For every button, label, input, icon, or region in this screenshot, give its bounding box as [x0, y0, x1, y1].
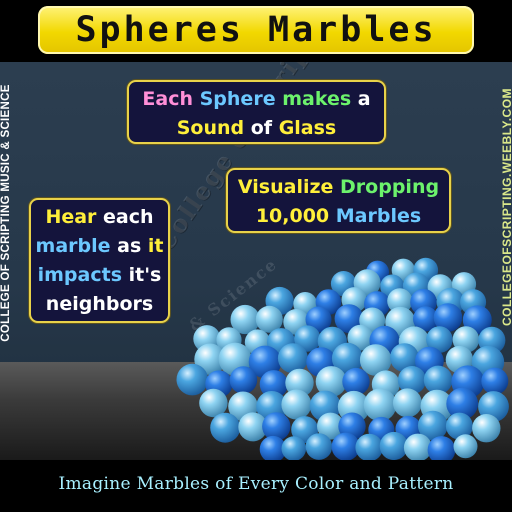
marble	[481, 367, 509, 395]
marble	[446, 387, 479, 420]
info-word: Glass	[278, 117, 337, 139]
info-word: of	[250, 117, 279, 139]
marble	[355, 433, 384, 462]
marble	[331, 432, 360, 461]
info-word: Hear	[45, 206, 104, 228]
info-word: Marbles	[335, 205, 422, 227]
caption-bar: Imagine Marbles of Every Color and Patte…	[0, 460, 512, 512]
side-label-left: COLLEGE OF SCRIPTING MUSIC & SCIENCE	[0, 84, 12, 342]
marble	[342, 367, 370, 396]
marble	[305, 306, 332, 333]
marble	[259, 435, 287, 463]
marble	[390, 343, 419, 372]
info-word: Dropping	[340, 176, 440, 198]
marble	[423, 365, 453, 395]
marble	[315, 366, 347, 398]
info-word: Visualize	[237, 176, 341, 198]
info-word: Each	[142, 88, 200, 110]
marble	[277, 343, 308, 374]
marble	[387, 288, 413, 314]
info-box-dropping: Visualize Dropping 10,000 Marbles	[226, 168, 451, 233]
marble	[413, 306, 439, 332]
marble	[347, 324, 374, 351]
marble	[359, 344, 392, 376]
info-word: impacts	[37, 264, 129, 286]
info-line: marble as it	[31, 232, 168, 261]
marble	[176, 363, 209, 396]
marble	[238, 412, 268, 442]
info-word: makes	[282, 88, 358, 110]
info-line: neighbors	[31, 290, 168, 319]
info-word: neighbors	[45, 293, 154, 315]
marble	[259, 370, 288, 399]
marble	[248, 345, 282, 379]
marble	[255, 305, 283, 333]
marble	[433, 303, 463, 332]
marble	[285, 368, 314, 398]
info-line: Sound of Glass	[129, 114, 384, 143]
marble	[403, 433, 432, 462]
info-line: 10,000 Marbles	[228, 202, 449, 231]
info-box-glass-sound: Each Sphere makes a Sound of Glass	[127, 80, 386, 144]
marble	[397, 366, 427, 395]
marble	[199, 388, 228, 418]
marble	[453, 434, 478, 459]
info-box-hear: Hear each marble as it impacts it's neig…	[29, 198, 170, 323]
marble	[194, 343, 226, 375]
info-word: marble	[35, 235, 118, 257]
marble	[445, 412, 473, 440]
marble	[210, 412, 241, 443]
marble	[363, 388, 397, 422]
info-word: each	[103, 206, 154, 228]
info-line: Visualize Dropping	[228, 173, 449, 202]
page-title: Spheres Marbles	[75, 10, 437, 50]
marble	[229, 366, 258, 394]
title-bar: Spheres Marbles	[0, 0, 512, 62]
info-line: impacts it's	[31, 261, 168, 290]
title-banner: Spheres Marbles	[38, 6, 474, 54]
side-label-right: COLLEGEOFSCRIPTING.WEEBLY.COM	[500, 87, 512, 327]
info-word: Sound	[176, 117, 251, 139]
marble	[472, 414, 501, 443]
info-word: 10,000	[255, 205, 336, 227]
marble	[262, 412, 291, 441]
marble	[379, 431, 408, 461]
marble	[427, 436, 456, 464]
info-word: it's	[128, 264, 162, 286]
marble	[305, 433, 333, 460]
info-line: Hear each	[31, 203, 168, 232]
marble	[331, 342, 363, 374]
info-word: Sphere	[199, 88, 283, 110]
marble	[281, 436, 307, 461]
marble	[281, 389, 312, 420]
marble	[426, 326, 453, 353]
info-line: Each Sphere makes a	[129, 85, 384, 114]
marble	[317, 412, 344, 440]
bottom-caption: Imagine Marbles of Every Color and Patte…	[58, 474, 454, 494]
info-word: it	[147, 235, 164, 257]
marble	[230, 304, 260, 335]
marble	[417, 410, 448, 441]
marble	[392, 388, 422, 418]
info-word: a	[357, 88, 371, 110]
marble	[294, 325, 321, 352]
info-word: as	[117, 235, 148, 257]
